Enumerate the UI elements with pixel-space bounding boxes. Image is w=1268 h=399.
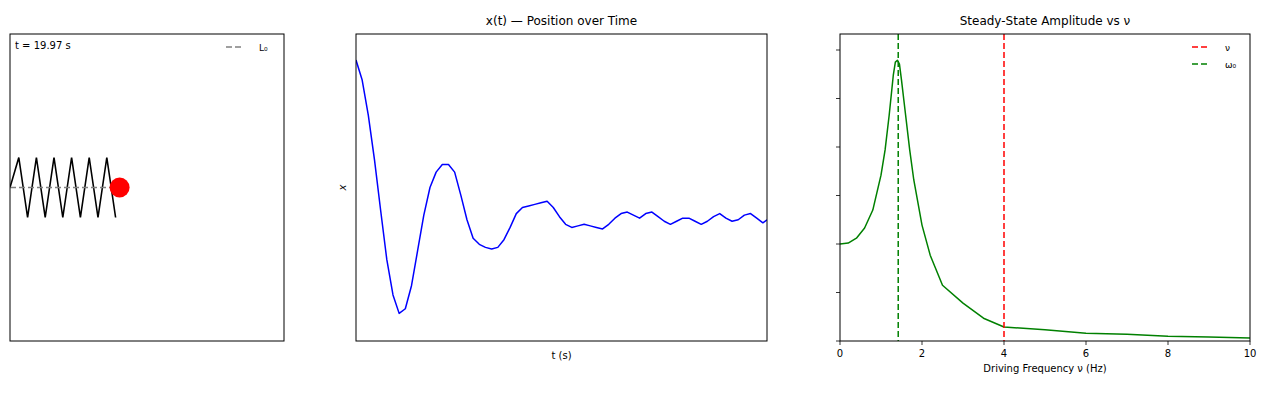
time-annotation: t = 19.97 s [15, 40, 71, 51]
plot-area [840, 34, 1250, 341]
vertical-line [897, 34, 899, 341]
legend-swatch [226, 46, 244, 48]
title: Steady-State Amplitude vs ν [960, 14, 1131, 28]
legend-label: ω₀ [1225, 60, 1237, 70]
legend-swatch [1192, 63, 1210, 65]
panel: t = 19.97 s L₀ [10, 34, 284, 341]
figure: t = 19.97 s L₀ x(t) — Position over Time t … [0, 0, 1268, 399]
title: x(t) — Position over Time [486, 14, 637, 28]
x-tick [1004, 341, 1005, 345]
x-tick [1168, 341, 1169, 345]
y-tick [836, 98, 840, 99]
plot-area [356, 60, 767, 313]
x-tick [922, 341, 923, 345]
y-axis-label: x [337, 184, 348, 191]
y-tick [836, 147, 840, 148]
x-tick-label: 10 [1244, 348, 1257, 359]
x-tick-label: 0 [837, 348, 843, 359]
axes-frame [10, 34, 284, 341]
x-tick [1086, 341, 1087, 345]
legend-label: L₀ [259, 43, 268, 53]
axes-frame [356, 34, 767, 341]
y-tick [836, 244, 840, 245]
mass [110, 178, 130, 198]
axes-frame [840, 34, 1250, 341]
x-axis-label: t (s) [551, 350, 571, 361]
plot-area [10, 158, 130, 218]
y-tick [836, 292, 840, 293]
y-tick [836, 195, 840, 196]
x-tick-label: 6 [1083, 348, 1089, 359]
panel: 0 2 4 6 8 10 Steady-State Amplitude vs ν Drivin… [836, 14, 1256, 374]
y-tick [836, 50, 840, 51]
legend: L₀ [226, 43, 268, 53]
panel: x(t) — Position over Time t (s) x [337, 14, 767, 361]
x-tick [840, 341, 841, 345]
x-tick-label: 2 [919, 348, 925, 359]
vertical-line [1003, 34, 1005, 341]
legend-label: ν [1225, 43, 1230, 53]
x-axis-label: Driving Frequency ν (Hz) [983, 363, 1106, 374]
legend: ν ω₀ [1192, 43, 1237, 70]
x-tick-label: 8 [1165, 348, 1171, 359]
spring [10, 158, 116, 218]
y-tick [836, 341, 840, 342]
data-line [840, 60, 1250, 338]
x-tick [1250, 341, 1251, 345]
rest-length-line [10, 187, 117, 189]
data-line [356, 60, 767, 313]
legend-swatch [1192, 46, 1210, 48]
x-tick-label: 4 [1001, 348, 1007, 359]
